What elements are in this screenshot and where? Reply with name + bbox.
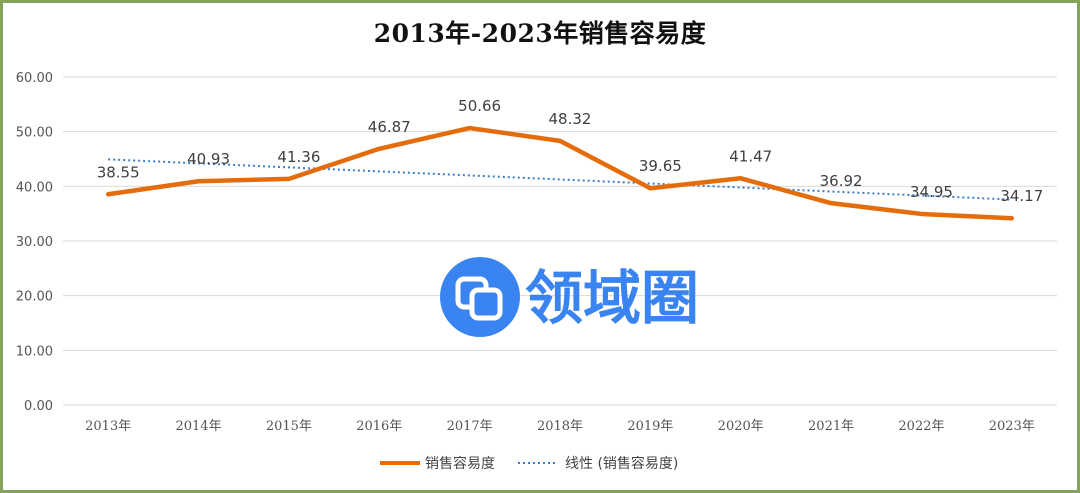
legend-label-trend: 线性 (销售容易度) (565, 455, 678, 472)
gridlines (63, 76, 1057, 406)
data-label: 48.32 (549, 110, 592, 128)
legend: 销售容易度 线性 (销售容易度) (380, 455, 678, 472)
y-tick-label: 30.00 (16, 235, 53, 250)
data-label: 38.55 (97, 163, 140, 181)
watermark-text: 领域圈 (525, 264, 699, 332)
trendline-linear (108, 158, 1012, 201)
x-tick-label: 2015年 (266, 419, 312, 434)
data-label: 41.36 (277, 148, 320, 166)
chart-title: 2013年-2023年销售容易度 (373, 19, 707, 48)
trendline (108, 158, 1012, 201)
y-tick-label: 60.00 (16, 71, 53, 86)
watermark-square-front-icon (469, 287, 503, 321)
y-axis-ticks: 0.00 10.00 20.00 30.00 40.00 50.00 60.00 (16, 71, 53, 414)
series-line (105, 125, 1015, 221)
series-line-sales (105, 125, 1015, 221)
data-label: 34.95 (910, 183, 953, 201)
y-tick-label: 10.00 (16, 344, 53, 359)
x-tick-label: 2019年 (627, 419, 673, 434)
x-tick-label: 2018年 (537, 419, 583, 434)
data-label: 36.92 (820, 172, 863, 190)
y-tick-label: 40.00 (16, 180, 53, 195)
data-label: 50.66 (458, 97, 501, 115)
x-tick-label: 2017年 (447, 419, 493, 434)
x-tick-label: 2022年 (898, 419, 944, 434)
data-labels: 38.55 40.93 41.36 46.87 50.66 48.32 39.65 41.47… (97, 97, 1044, 205)
data-label: 39.65 (639, 157, 682, 175)
x-tick-label: 2016年 (356, 419, 402, 434)
y-tick-label: 20.00 (16, 290, 53, 305)
data-label: 40.93 (187, 150, 230, 168)
x-tick-label: 2014年 (175, 419, 221, 434)
y-tick-label: 0.00 (24, 399, 53, 414)
data-label: 46.87 (368, 118, 411, 136)
x-tick-label: 2023年 (989, 419, 1035, 434)
x-axis-ticks: 2013年 2014年 2015年 2016年 2017年 2018年 2019年 2020年… (85, 419, 1035, 434)
data-label: 34.17 (1000, 187, 1043, 205)
y-tick-label: 50.00 (16, 126, 53, 141)
legend-label-sales: 销售容易度 (425, 455, 495, 472)
x-tick-label: 2013年 (85, 419, 131, 434)
x-tick-label: 2021年 (808, 419, 854, 434)
watermark: 领域圈 (440, 257, 699, 337)
data-label: 41.47 (729, 147, 772, 165)
x-tick-label: 2020年 (718, 419, 764, 434)
